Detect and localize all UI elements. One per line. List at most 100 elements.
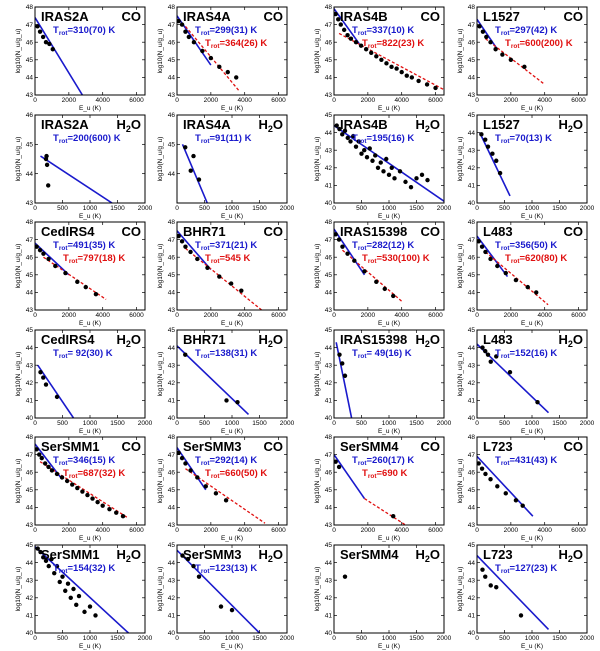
data-point	[379, 57, 384, 62]
x-tick-label: 2000	[437, 420, 452, 427]
data-point	[370, 158, 375, 163]
fit-line-blue	[477, 555, 550, 631]
y-tick-label: 43	[26, 362, 34, 369]
y-tick-label: 45	[468, 327, 476, 334]
panel-species: CO	[122, 224, 142, 239]
data-point	[38, 549, 43, 555]
y-axis-label: log10(N_u/g_u)	[157, 352, 164, 397]
fit-line-blue	[177, 549, 261, 633]
x-tick-label: 2000	[580, 420, 595, 427]
y-axis-label: log10(N_u/g_u)	[314, 244, 321, 289]
y-tick-label: 47	[325, 22, 333, 29]
data-point	[345, 251, 350, 256]
data-point	[378, 160, 383, 165]
y-tick-label: 47	[468, 237, 476, 244]
data-point	[195, 256, 200, 262]
data-point	[46, 256, 51, 262]
x-tick-label: 6000	[129, 97, 144, 104]
x-tick-label: 500	[199, 635, 210, 642]
plot-frame	[333, 436, 445, 526]
panel-species: CO	[264, 439, 284, 454]
fit-label-blue: Trot= 92(30) K	[53, 348, 113, 360]
y-tick-label: 45	[325, 57, 333, 64]
y-tick-label: 48	[468, 434, 476, 441]
x-tick-label: 2000	[204, 312, 219, 319]
panel-title: L1527	[483, 117, 520, 132]
y-tick-label: 44	[26, 171, 34, 178]
panel-iras2a-h2o: 0 500 1000 1500 2000 43 44 45 46 E_u (K) log10(N_u…	[15, 112, 153, 220]
y-tick-label: 44	[26, 505, 34, 512]
panel-species: H2O	[415, 117, 440, 134]
x-axis-label: E_u (K)	[221, 428, 243, 435]
data-point	[46, 464, 51, 470]
y-axis-label: log10(N_u/g_u)	[157, 244, 164, 289]
y-tick-label: 45	[168, 57, 176, 64]
data-point	[384, 156, 389, 162]
x-tick-label: 1500	[252, 420, 267, 427]
plot-frame	[476, 6, 588, 96]
y-tick-label: 44	[168, 345, 176, 352]
plot-area	[477, 455, 534, 517]
panel-title: IRAS2A	[41, 9, 89, 24]
data-point	[208, 55, 214, 61]
plot-frame	[34, 6, 146, 96]
x-tick-label: 6000	[571, 312, 586, 319]
y-tick-label: 44	[325, 345, 333, 352]
y-tick-label: 45	[325, 487, 333, 494]
data-point	[522, 64, 527, 70]
y-tick-label: 43	[325, 307, 333, 314]
data-point	[503, 491, 508, 496]
panel-cedirs4-h2o: 0 500 1000 1500 2000 40 41 42 43 44 45 E_u (K) log10…	[15, 327, 153, 435]
y-tick-label: 44	[468, 75, 476, 82]
fit-label-blue: Trot=431(43) K	[495, 455, 557, 467]
x-axis-label: E_u (K)	[79, 213, 101, 220]
y-tick-label: 44	[468, 505, 476, 512]
x-tick-label: 6000	[428, 527, 443, 534]
data-point	[479, 132, 484, 137]
fit-line-red	[364, 498, 407, 525]
x-tick-label: 6000	[129, 527, 144, 534]
data-point	[334, 11, 338, 17]
y-tick-label: 40	[168, 415, 176, 422]
plot-area	[35, 17, 84, 95]
x-tick-label: 0	[475, 97, 479, 104]
x-tick-label: 1500	[409, 205, 424, 212]
x-tick-label: 2000	[62, 312, 77, 319]
y-tick-label: 45	[168, 272, 176, 279]
y-tick-label: 45	[26, 142, 34, 149]
data-point	[235, 399, 240, 405]
y-tick-label: 41	[325, 613, 333, 620]
data-point	[364, 155, 370, 160]
x-tick-label: 0	[175, 635, 179, 642]
x-tick-label: 1000	[382, 205, 397, 212]
fit-label-blue: Trot=346(15) K	[53, 455, 115, 467]
x-axis-label: E_u (K)	[378, 643, 400, 650]
y-tick-label: 45	[325, 112, 333, 119]
data-point	[414, 176, 419, 181]
x-axis-label: E_u (K)	[378, 320, 400, 327]
x-tick-label: 0	[175, 205, 179, 212]
x-tick-label: 500	[499, 635, 510, 642]
data-point	[228, 281, 234, 286]
x-tick-label: 1500	[252, 635, 267, 642]
data-point	[494, 585, 499, 590]
plot-area	[479, 132, 511, 197]
y-tick-label: 41	[325, 398, 333, 405]
x-tick-label: 2000	[280, 420, 295, 427]
x-tick-label: 1000	[525, 635, 540, 642]
x-tick-label: 2000	[361, 527, 376, 534]
fit-line-blue	[40, 155, 113, 203]
data-point	[497, 170, 503, 176]
data-point	[35, 546, 40, 551]
y-tick-label: 47	[26, 237, 34, 244]
y-tick-label: 43	[468, 92, 476, 99]
y-tick-label: 45	[325, 272, 333, 279]
data-point	[363, 47, 369, 52]
fit-label-red: Trot=530(100) K	[362, 253, 430, 265]
y-tick-label: 44	[468, 130, 476, 137]
data-point	[185, 556, 191, 562]
data-point	[47, 41, 52, 47]
y-axis-label: log10(N_u/g_u)	[157, 567, 164, 612]
panel-species: CO	[421, 439, 441, 454]
y-tick-label: 44	[26, 290, 34, 297]
